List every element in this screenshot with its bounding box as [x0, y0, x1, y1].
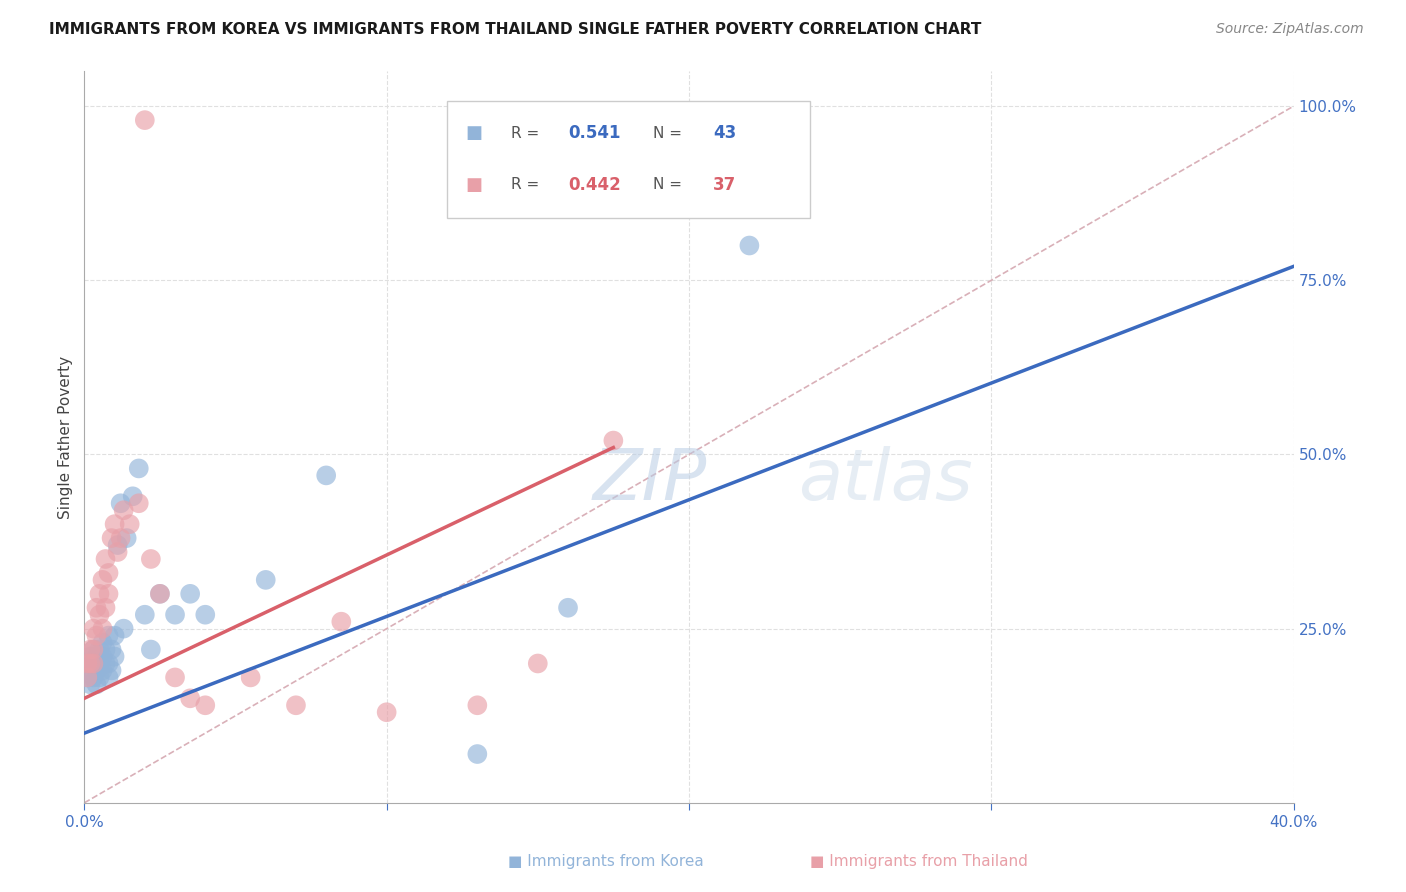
Point [91, 622, 114, 636]
Text: 0.541: 0.541 [568, 124, 620, 143]
Point [91, 573, 114, 587]
Point [104, 517, 127, 532]
Point [121, 489, 143, 503]
Text: N =: N = [652, 126, 686, 141]
Text: ■ Immigrants from Korea: ■ Immigrants from Korea [508, 854, 703, 869]
Point [86, 664, 108, 678]
Text: 37: 37 [713, 176, 737, 194]
Text: 0.442: 0.442 [568, 176, 621, 194]
Point [527, 657, 550, 671]
Point [149, 587, 172, 601]
Point [115, 531, 138, 545]
Point [97, 587, 120, 601]
Point [82, 670, 104, 684]
Point [134, 607, 156, 622]
Point [79, 677, 101, 691]
Point [375, 705, 398, 719]
Point [118, 517, 141, 532]
Point [165, 607, 187, 622]
Point [104, 629, 127, 643]
Point [76, 657, 98, 671]
Point [82, 642, 104, 657]
Point [91, 664, 114, 678]
Point [107, 545, 129, 559]
Point [79, 649, 101, 664]
Point [330, 615, 353, 629]
Point [128, 461, 150, 475]
Point [86, 600, 108, 615]
Point [97, 657, 120, 671]
Point [104, 649, 127, 664]
Text: R =: R = [512, 178, 544, 193]
Point [315, 468, 337, 483]
Point [602, 434, 624, 448]
Point [738, 238, 761, 252]
Point [76, 670, 98, 684]
Point [112, 622, 135, 636]
Text: N =: N = [652, 178, 686, 193]
Point [557, 600, 579, 615]
Text: IMMIGRANTS FROM KOREA VS IMMIGRANTS FROM THAILAND SINGLE FATHER POVERTY CORRELAT: IMMIGRANTS FROM KOREA VS IMMIGRANTS FROM… [49, 22, 981, 37]
Point [97, 670, 120, 684]
Point [91, 649, 114, 664]
Point [94, 600, 117, 615]
Y-axis label: Single Father Poverty: Single Father Poverty [58, 356, 73, 518]
Point [285, 698, 308, 713]
Point [79, 657, 101, 671]
Point [100, 642, 122, 657]
Point [139, 642, 162, 657]
Point [79, 664, 101, 678]
Point [89, 587, 111, 601]
Point [100, 531, 122, 545]
Point [82, 657, 104, 671]
Text: ■ Immigrants from Thailand: ■ Immigrants from Thailand [810, 854, 1028, 869]
Text: 43: 43 [713, 124, 737, 143]
Point [91, 635, 114, 649]
Point [76, 670, 98, 684]
Point [79, 642, 101, 657]
Point [112, 503, 135, 517]
Point [467, 747, 489, 761]
Point [467, 698, 489, 713]
Point [165, 670, 187, 684]
Point [94, 552, 117, 566]
Text: Source: ZipAtlas.com: Source: ZipAtlas.com [1216, 22, 1364, 37]
Text: ZIP: ZIP [592, 447, 707, 516]
Text: R =: R = [512, 126, 544, 141]
Point [86, 629, 108, 643]
Point [179, 587, 201, 601]
Point [97, 566, 120, 580]
Point [89, 670, 111, 684]
Point [76, 657, 98, 671]
Point [149, 587, 172, 601]
Point [110, 496, 132, 510]
Point [82, 657, 104, 671]
Point [89, 607, 111, 622]
Text: ■: ■ [465, 124, 482, 143]
Point [82, 622, 104, 636]
Point [194, 698, 217, 713]
Point [194, 607, 217, 622]
Point [110, 531, 132, 545]
Point [134, 113, 156, 128]
Point [82, 642, 104, 657]
Point [89, 642, 111, 657]
Point [139, 552, 162, 566]
Text: ■: ■ [465, 176, 482, 194]
Point [239, 670, 262, 684]
Point [94, 657, 117, 671]
Point [179, 691, 201, 706]
Point [89, 657, 111, 671]
Point [128, 496, 150, 510]
FancyBboxPatch shape [447, 101, 810, 218]
Point [97, 629, 120, 643]
Point [254, 573, 277, 587]
Point [100, 664, 122, 678]
Text: atlas: atlas [797, 447, 973, 516]
Point [86, 649, 108, 664]
Point [107, 538, 129, 552]
Point [86, 677, 108, 691]
Point [94, 642, 117, 657]
